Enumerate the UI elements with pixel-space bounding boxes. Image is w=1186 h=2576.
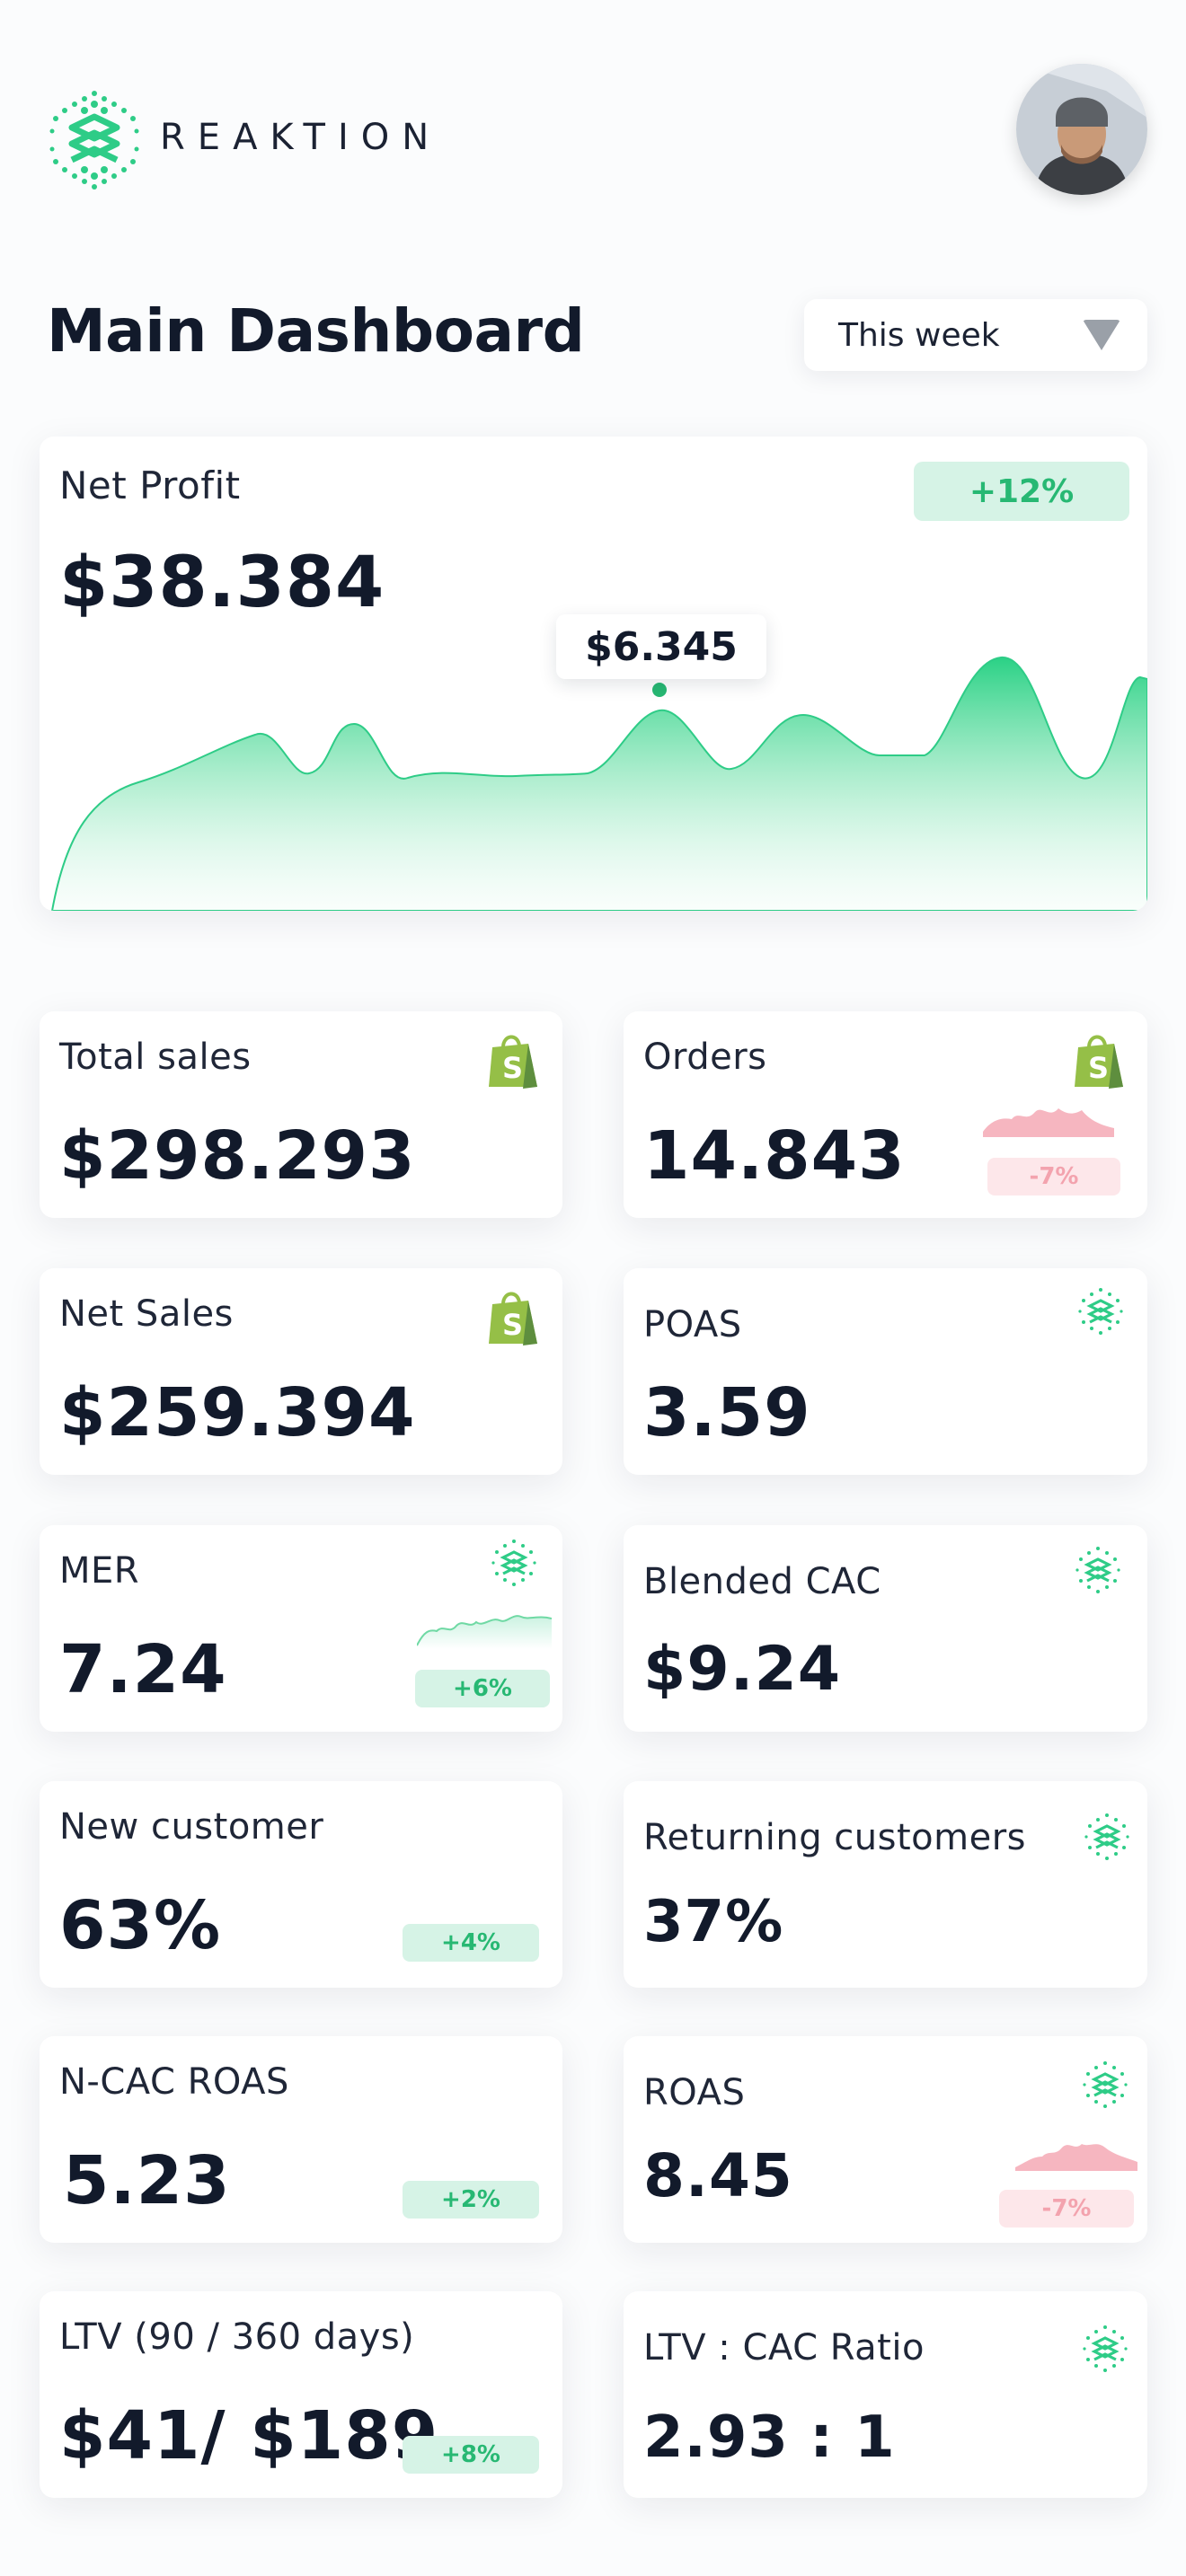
metric-label: Blended CAC bbox=[643, 1561, 881, 1602]
metric-value: 37% bbox=[643, 1889, 784, 1955]
metric-label: Returning customers bbox=[643, 1817, 1027, 1858]
metric-label: N-CAC ROAS bbox=[59, 2061, 289, 2103]
metric-value: $41/ $189 bbox=[59, 2397, 439, 2475]
mer-change-badge: +6% bbox=[415, 1670, 550, 1707]
brand-name: REAKTION bbox=[160, 117, 442, 158]
metric-value: 2.93 : 1 bbox=[643, 2404, 896, 2471]
reaktion-icon bbox=[1083, 2061, 1128, 2108]
period-select-value: This week bbox=[838, 316, 1000, 354]
reaktion-icon bbox=[491, 1539, 536, 1586]
metric-label: POAS bbox=[643, 1304, 742, 1345]
reaktion-icon bbox=[1075, 1547, 1120, 1593]
metric-label: MER bbox=[59, 1550, 140, 1592]
chevron-down-icon bbox=[1083, 320, 1120, 350]
metric-value: $9.24 bbox=[643, 1634, 842, 1705]
orders-sparkline bbox=[983, 1108, 1114, 1137]
net-sales-card[interactable]: Net Sales $259.394 S bbox=[40, 1268, 562, 1475]
new-customer-card[interactable]: New customer 63% +4% bbox=[40, 1781, 562, 1988]
period-select[interactable]: This week bbox=[804, 299, 1147, 371]
metric-value: $298.293 bbox=[59, 1117, 416, 1195]
orders-card[interactable]: Orders 14.843 S -7% bbox=[624, 1011, 1147, 1218]
metric-label: Orders bbox=[643, 1037, 767, 1078]
svg-text:S: S bbox=[502, 1308, 523, 1342]
net-profit-label: Net Profit bbox=[59, 463, 241, 507]
metric-value: 7.24 bbox=[59, 1631, 227, 1708]
net-profit-change-badge: +12% bbox=[914, 462, 1129, 521]
roas-sparkline bbox=[1015, 2144, 1137, 2171]
total-sales-card[interactable]: Total sales $298.293 S bbox=[40, 1011, 562, 1218]
svg-text:S: S bbox=[1088, 1051, 1109, 1085]
net-profit-chart[interactable] bbox=[40, 437, 1147, 911]
metric-value: 3.59 bbox=[643, 1374, 811, 1451]
n-cac-roas-card[interactable]: N-CAC ROAS 5.23 +2% bbox=[40, 2036, 562, 2243]
new-customer-change-badge: +4% bbox=[403, 1924, 539, 1962]
shopify-icon: S bbox=[489, 1292, 537, 1345]
metric-value: 63% bbox=[59, 1887, 222, 1964]
metric-value: $259.394 bbox=[59, 1374, 416, 1451]
roas-card[interactable]: ROAS 8.45 -7% bbox=[624, 2036, 1147, 2243]
metric-label: LTV (90 / 360 days) bbox=[59, 2316, 415, 2358]
net-profit-value: $38.384 bbox=[59, 543, 385, 623]
reaktion-icon bbox=[1078, 1288, 1123, 1335]
svg-text:S: S bbox=[502, 1051, 523, 1085]
poas-card[interactable]: POAS 3.59 bbox=[624, 1268, 1147, 1475]
metric-label: Net Sales bbox=[59, 1293, 234, 1335]
metric-value: 5.23 bbox=[63, 2142, 231, 2219]
roas-change-badge: -7% bbox=[999, 2190, 1134, 2228]
shopify-icon: S bbox=[1075, 1035, 1123, 1089]
blended-cac-card[interactable]: Blended CAC $9.24 bbox=[624, 1525, 1147, 1732]
reaktion-logo-icon bbox=[49, 91, 139, 190]
returning-customers-card[interactable]: Returning customers 37% bbox=[624, 1781, 1147, 1988]
net-profit-area bbox=[50, 656, 1147, 911]
ltv-cac-ratio-card[interactable]: LTV : CAC Ratio 2.93 : 1 bbox=[624, 2291, 1147, 2498]
chart-tooltip: $6.345 bbox=[556, 614, 766, 679]
metric-label: LTV : CAC Ratio bbox=[643, 2327, 925, 2369]
ltv-card[interactable]: LTV (90 / 360 days) $41/ $189 +8% bbox=[40, 2291, 562, 2498]
reaktion-icon bbox=[1084, 1813, 1129, 1860]
n-cac-roas-change-badge: +2% bbox=[403, 2181, 539, 2219]
shopify-icon: S bbox=[489, 1035, 537, 1089]
page-title: Main Dashboard bbox=[47, 296, 585, 366]
mer-card[interactable]: MER 7.24 +6% bbox=[40, 1525, 562, 1732]
net-profit-card[interactable]: Net Profit $38.384 +12% $6.345 bbox=[40, 437, 1147, 911]
metric-label: ROAS bbox=[643, 2072, 746, 2113]
metric-value: 8.45 bbox=[643, 2141, 793, 2210]
metric-label: New customer bbox=[59, 1806, 324, 1848]
user-avatar[interactable] bbox=[1016, 64, 1147, 195]
reaktion-icon bbox=[1083, 2325, 1128, 2372]
ltv-change-badge: +8% bbox=[403, 2436, 539, 2474]
mer-sparkline bbox=[417, 1615, 552, 1649]
orders-change-badge: -7% bbox=[987, 1158, 1120, 1195]
metric-label: Total sales bbox=[59, 1037, 252, 1078]
metric-value: 14.843 bbox=[643, 1117, 906, 1195]
